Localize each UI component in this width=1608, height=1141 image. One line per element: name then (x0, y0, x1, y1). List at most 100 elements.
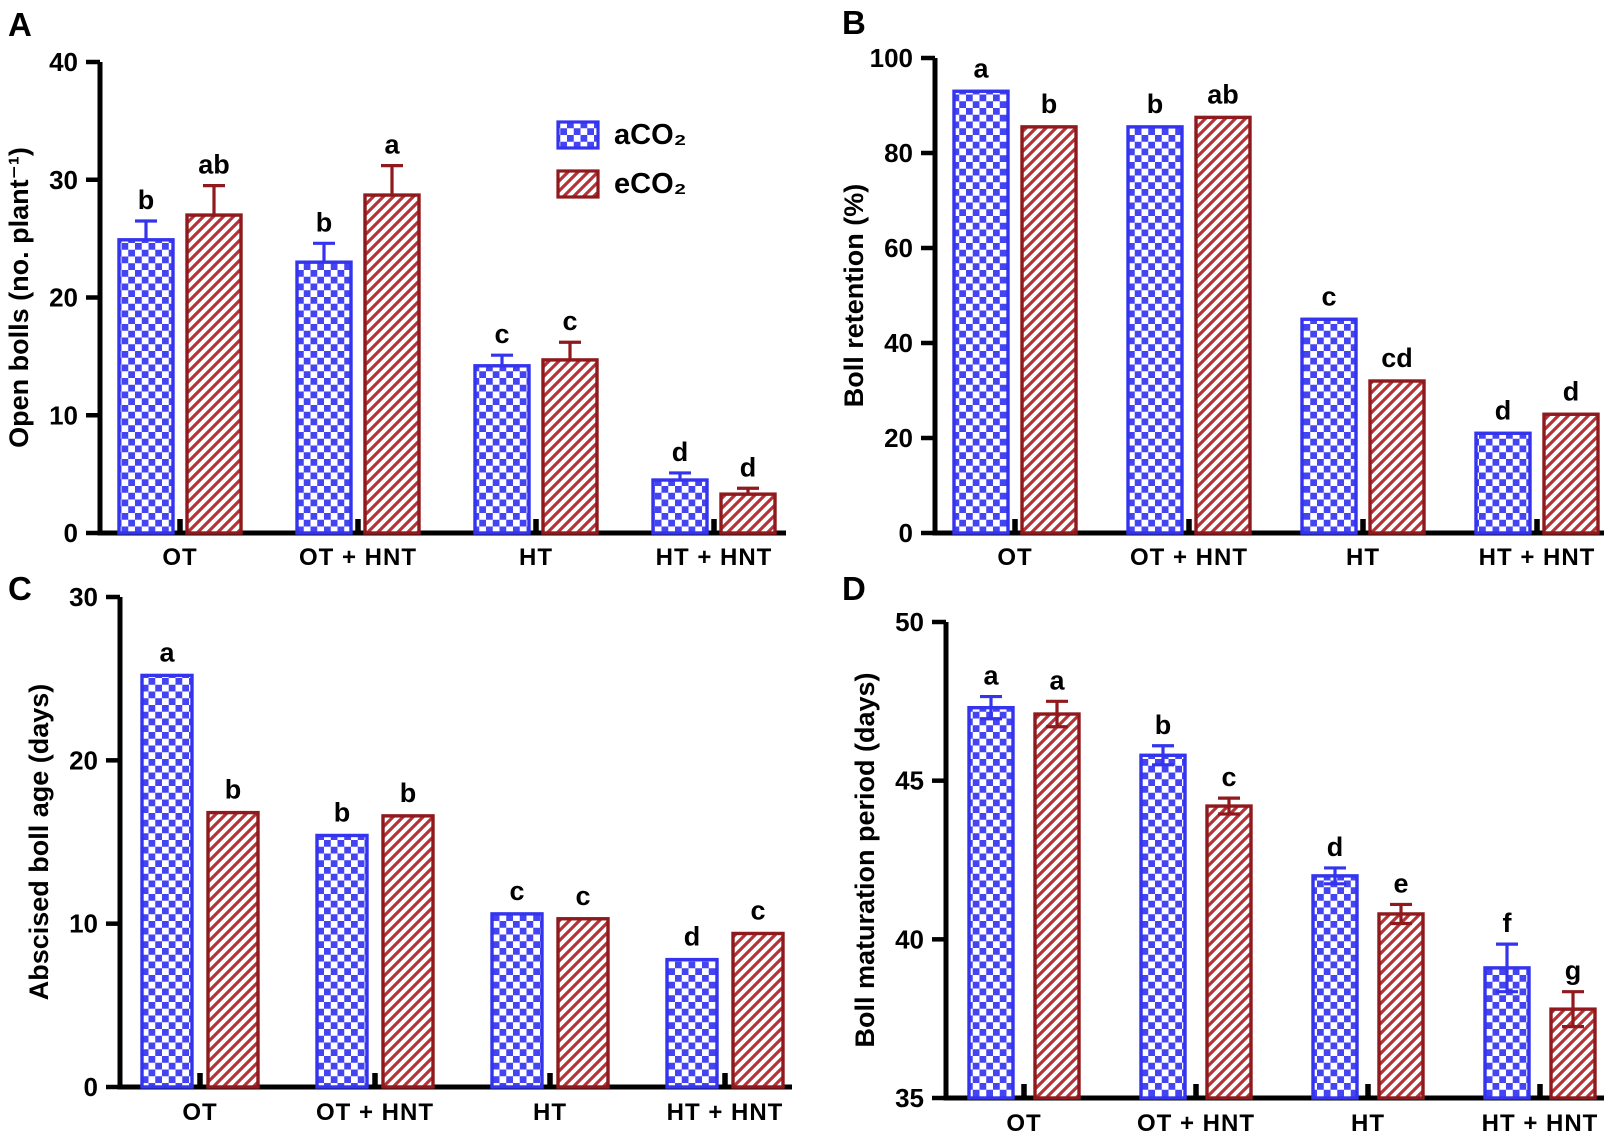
bar (543, 359, 597, 533)
error-bar (1562, 990, 1584, 1029)
legend-label: eCO₂ (614, 168, 687, 200)
svg-text:20: 20 (49, 283, 78, 313)
error-bar (1152, 744, 1174, 767)
bar (1544, 414, 1598, 533)
bar (954, 91, 1008, 533)
error-bar (1046, 699, 1068, 729)
category-label: HT (1351, 1110, 1385, 1137)
bar (1476, 433, 1530, 533)
panel-b: B 0 20 40 60 80 100 Boll retention (%) OT a b OT +… (804, 0, 1608, 570)
significance-letter: c (562, 306, 577, 336)
bar (1141, 755, 1185, 1098)
category-label: HT (1346, 544, 1380, 570)
panel-a-letter: A (8, 6, 32, 43)
aco2-bar-group (1474, 431, 1532, 535)
aco2-bar-group (473, 364, 531, 535)
significance-letter: a (384, 130, 400, 160)
error-bar (1496, 942, 1518, 994)
eco2-bar-group (541, 358, 599, 535)
category-label: HT + HNT (667, 1099, 784, 1126)
significance-letter: b (334, 797, 351, 827)
aco2-bar-group (117, 238, 175, 535)
bar (365, 195, 419, 533)
aco2-bar-group (490, 912, 544, 1089)
category-label: HT (533, 1099, 567, 1126)
significance-letter: d (740, 452, 757, 482)
bar (1035, 714, 1079, 1098)
category-label: OT (1006, 1110, 1041, 1137)
significance-letter: d (1495, 395, 1512, 425)
svg-text:20: 20 (884, 423, 913, 453)
bar (1302, 319, 1356, 533)
significance-letter: c (750, 895, 765, 925)
eco2-bar-group (1033, 712, 1081, 1100)
error-bar (737, 486, 759, 495)
aco2-bar-group (1139, 753, 1187, 1100)
svg-text:80: 80 (884, 138, 913, 168)
eco2-bar-group (1205, 804, 1253, 1100)
eco2-bar-group (1377, 912, 1425, 1100)
significance-letter: b (138, 185, 155, 215)
aco2-bar-group (651, 478, 709, 535)
panel-c-chart: 0 10 20 30 Abscised boll age (days) OT a b OT + … (24, 582, 792, 1126)
bar (558, 918, 608, 1087)
bar (383, 815, 433, 1087)
y-axis-title: Boll retention (%) (839, 184, 869, 408)
eco2-bar-group (1542, 412, 1600, 535)
svg-text:20: 20 (69, 745, 98, 775)
significance-letter: a (973, 53, 989, 83)
category-label: OT + HNT (316, 1099, 434, 1126)
panel-d-letter: D (842, 570, 866, 607)
category-label: OT + HNT (299, 544, 417, 570)
significance-letter: b (1041, 89, 1058, 119)
y-axis-title: Open bolls (no. plant⁻¹) (4, 147, 34, 448)
bar (969, 707, 1013, 1098)
error-bar (313, 241, 335, 263)
significance-letter: c (494, 319, 509, 349)
category-label: HT (519, 544, 553, 570)
error-bar (135, 219, 157, 240)
bar (1196, 117, 1250, 533)
category-label: HT + HNT (1482, 1110, 1599, 1137)
bar (208, 812, 258, 1087)
svg-text:10: 10 (49, 400, 78, 430)
category-label: OT (997, 544, 1032, 570)
bar (317, 835, 367, 1087)
bar (667, 959, 717, 1087)
significance-letter: c (575, 881, 590, 911)
aco2-bar-group (1300, 317, 1358, 535)
bar (492, 913, 542, 1087)
panel-c: C 0 10 20 30 Abscised boll age (days) OT a b OT … (0, 570, 804, 1141)
category-label: OT + HNT (1130, 544, 1248, 570)
bar (721, 494, 775, 533)
y-axis-title: Boll maturation period (days) (850, 672, 880, 1047)
eco2-bar-group (731, 931, 785, 1089)
significance-letter: cd (1381, 343, 1413, 373)
significance-letter: c (1321, 281, 1336, 311)
aco2-bar-group (315, 833, 369, 1089)
svg-text:35: 35 (895, 1083, 924, 1113)
bar (733, 933, 783, 1087)
error-bar (559, 340, 581, 360)
error-bar (491, 353, 513, 366)
significance-letter: b (225, 775, 242, 805)
bar (1379, 913, 1423, 1098)
significance-letter: d (684, 922, 701, 952)
eco2-bar-group (1020, 125, 1078, 535)
svg-text:40: 40 (884, 328, 913, 358)
bar (187, 215, 241, 533)
eco2-bar-group (1549, 1007, 1597, 1100)
error-bar (203, 184, 225, 216)
legend-label: aCO₂ (614, 119, 687, 151)
svg-text:40: 40 (49, 47, 78, 77)
significance-letter: a (1049, 665, 1065, 695)
svg-text:30: 30 (69, 582, 98, 612)
aco2-bar-group (1311, 874, 1359, 1100)
panel-a: A 0 10 20 30 40 Open bolls (no. plant⁻¹) OT b ab… (0, 0, 804, 570)
significance-letter: c (509, 876, 524, 906)
bar (1022, 126, 1076, 533)
bar (1207, 806, 1251, 1098)
category-label: HT + HNT (656, 544, 773, 570)
